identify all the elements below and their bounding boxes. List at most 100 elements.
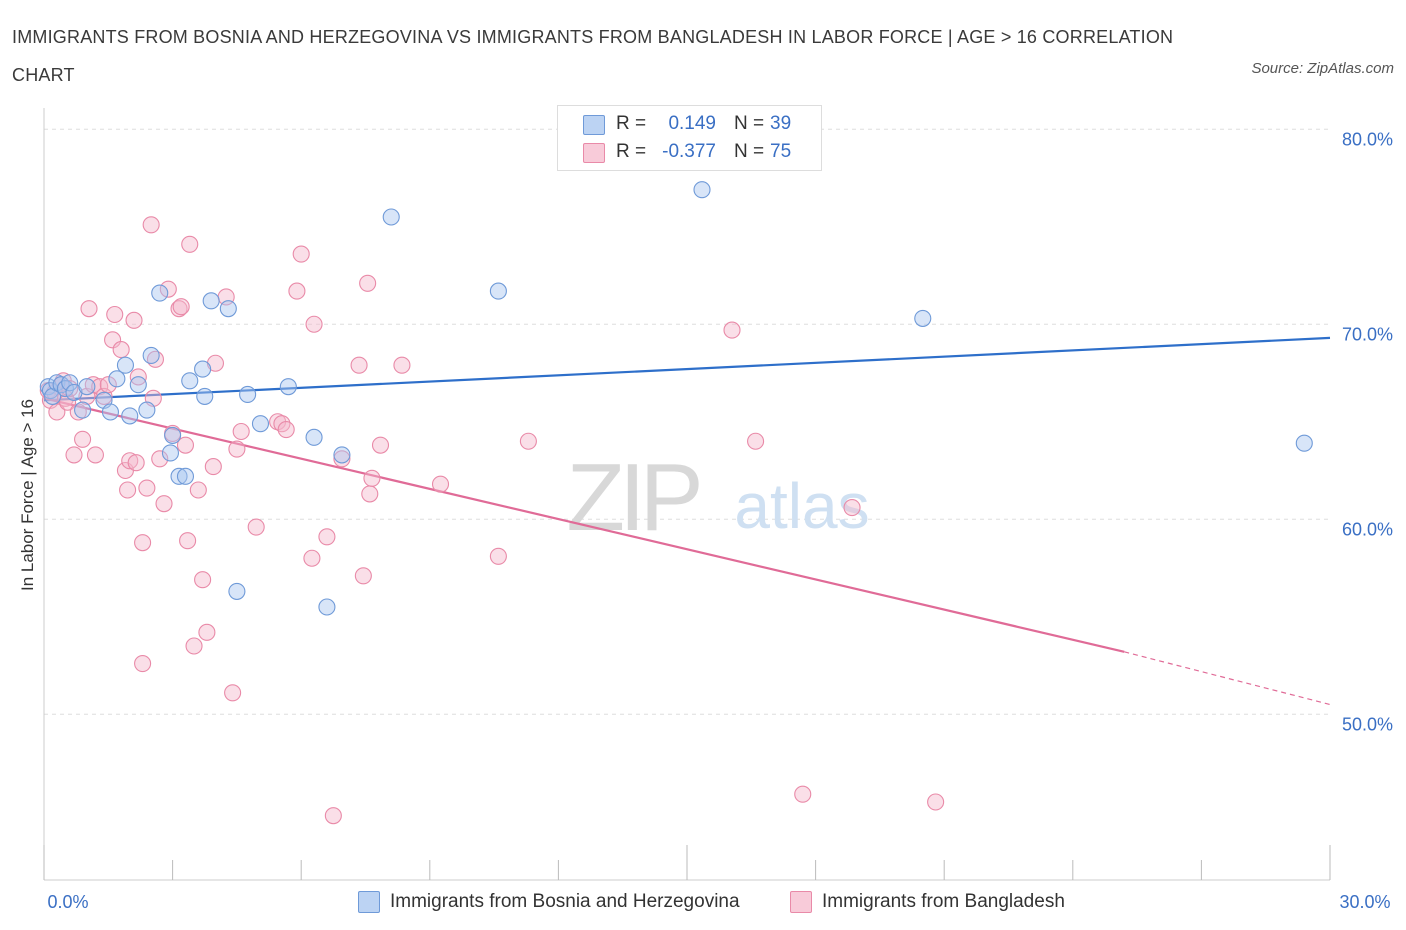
point-bangladesh bbox=[142, 216, 160, 234]
point-bangladesh bbox=[151, 450, 169, 468]
legend-row-bosnia: R = 0.149 N = 39 bbox=[558, 110, 821, 138]
axes bbox=[43, 108, 1331, 881]
point-bangladesh bbox=[134, 534, 152, 552]
point-bosnia bbox=[151, 284, 169, 302]
point-bangladesh bbox=[119, 481, 137, 499]
point-bangladesh bbox=[181, 235, 199, 253]
point-bangladesh bbox=[48, 403, 66, 421]
point-bosnia bbox=[108, 370, 126, 388]
point-bangladesh bbox=[843, 498, 861, 517]
legend-n-label: N = bbox=[734, 113, 765, 134]
point-bangladesh bbox=[305, 315, 323, 333]
point-bangladesh bbox=[303, 549, 321, 567]
point-bangladesh bbox=[363, 469, 381, 487]
point-bangladesh bbox=[350, 356, 368, 374]
point-bosnia bbox=[129, 376, 147, 394]
chart-title: IMMIGRANTS FROM BOSNIA AND HERZEGOVINA V… bbox=[12, 27, 1174, 85]
point-bangladesh bbox=[228, 440, 246, 458]
watermark-zip: ZIP bbox=[566, 444, 698, 551]
point-bosnia bbox=[164, 426, 182, 444]
point-bangladesh bbox=[127, 454, 145, 472]
legend-r-label: R = bbox=[616, 141, 647, 162]
trend-line-bosnia bbox=[43, 336, 1331, 402]
point-bangladesh bbox=[288, 282, 306, 300]
point-bosnia bbox=[251, 415, 270, 433]
point-bangladesh bbox=[359, 274, 377, 292]
trend-line-bangladesh bbox=[43, 397, 1125, 653]
point-bangladesh bbox=[106, 305, 124, 324]
gridlines bbox=[44, 128, 1330, 715]
point-bangladesh bbox=[65, 446, 83, 464]
bottom-legend-swatch-blue bbox=[358, 891, 380, 913]
point-bangladesh bbox=[247, 518, 265, 536]
point-bosnia bbox=[382, 208, 400, 226]
point-bosnia bbox=[219, 300, 237, 318]
point-bosnia bbox=[44, 387, 62, 405]
point-bosnia bbox=[489, 282, 507, 300]
point-bangladesh bbox=[121, 452, 139, 470]
point-bangladesh bbox=[794, 785, 812, 803]
y-tick-label: 80.0% bbox=[1342, 129, 1393, 149]
point-bangladesh bbox=[138, 479, 156, 497]
point-bangladesh bbox=[125, 311, 143, 329]
point-bangladesh bbox=[232, 422, 250, 441]
point-bosnia bbox=[121, 407, 139, 425]
point-bosnia bbox=[318, 598, 336, 616]
legend-swatch-blue bbox=[583, 115, 605, 135]
point-bosnia bbox=[333, 446, 351, 464]
point-bosnia bbox=[116, 356, 134, 374]
trend-line-bangladesh-extension bbox=[1124, 651, 1331, 706]
point-bangladesh bbox=[333, 450, 351, 468]
point-bosnia bbox=[101, 403, 119, 421]
point-bangladesh bbox=[134, 654, 152, 673]
legend-n-label: N = bbox=[734, 141, 765, 162]
point-bangladesh bbox=[159, 280, 177, 298]
point-bangladesh bbox=[371, 436, 390, 454]
point-bangladesh bbox=[59, 393, 77, 411]
point-bosnia bbox=[693, 181, 711, 199]
point-bangladesh bbox=[747, 432, 765, 450]
point-bangladesh bbox=[393, 356, 411, 374]
point-bangladesh bbox=[198, 623, 216, 641]
data-points bbox=[39, 181, 1313, 825]
point-bangladesh bbox=[431, 475, 450, 493]
point-bosnia bbox=[61, 374, 79, 392]
point-bosnia bbox=[181, 372, 199, 390]
bottom-legend-swatch-pink bbox=[790, 891, 812, 913]
y-tick-label: 50.0% bbox=[1342, 714, 1393, 734]
point-bangladesh bbox=[74, 430, 92, 448]
point-bosnia bbox=[176, 467, 195, 485]
legend-r-label: R = bbox=[616, 113, 647, 134]
point-bosnia bbox=[74, 401, 92, 419]
point-bosnia bbox=[78, 378, 96, 396]
point-bosnia bbox=[161, 444, 180, 462]
point-bangladesh bbox=[86, 446, 104, 464]
point-bosnia bbox=[228, 582, 246, 600]
point-bangladesh bbox=[292, 245, 310, 263]
y-tick-label: 60.0% bbox=[1342, 519, 1393, 539]
bottom-legend-label: Immigrants from Bosnia and Herzegovina bbox=[390, 891, 740, 912]
legend-n-value: 39 bbox=[770, 113, 792, 134]
point-bangladesh bbox=[489, 547, 507, 565]
tick-labels: 50.0% 60.0% 70.0% 80.0% 0.0% 30.0% bbox=[47, 129, 1393, 912]
watermark-atlas: atlas bbox=[734, 470, 869, 542]
point-bangladesh bbox=[224, 684, 242, 702]
legend-r-value: -0.377 bbox=[662, 141, 716, 162]
point-bosnia bbox=[202, 292, 220, 310]
point-bangladesh bbox=[185, 637, 203, 655]
stats-legend: R = 0.149 N = 39 R = -0.377 N = 75 bbox=[557, 105, 822, 171]
point-bosnia bbox=[138, 401, 156, 419]
point-bangladesh bbox=[172, 298, 190, 316]
x-tick-label: 30.0% bbox=[1339, 892, 1390, 912]
point-bangladesh bbox=[104, 331, 122, 349]
point-bangladesh bbox=[194, 571, 212, 589]
point-bangladesh bbox=[927, 793, 945, 811]
point-bangladesh bbox=[354, 567, 372, 585]
point-bangladesh bbox=[170, 300, 188, 318]
point-bangladesh bbox=[723, 321, 741, 339]
point-bosnia bbox=[194, 360, 212, 378]
point-bangladesh bbox=[84, 376, 102, 394]
legend-n-value: 75 bbox=[770, 141, 792, 162]
x-tick-label: 0.0% bbox=[47, 892, 88, 912]
